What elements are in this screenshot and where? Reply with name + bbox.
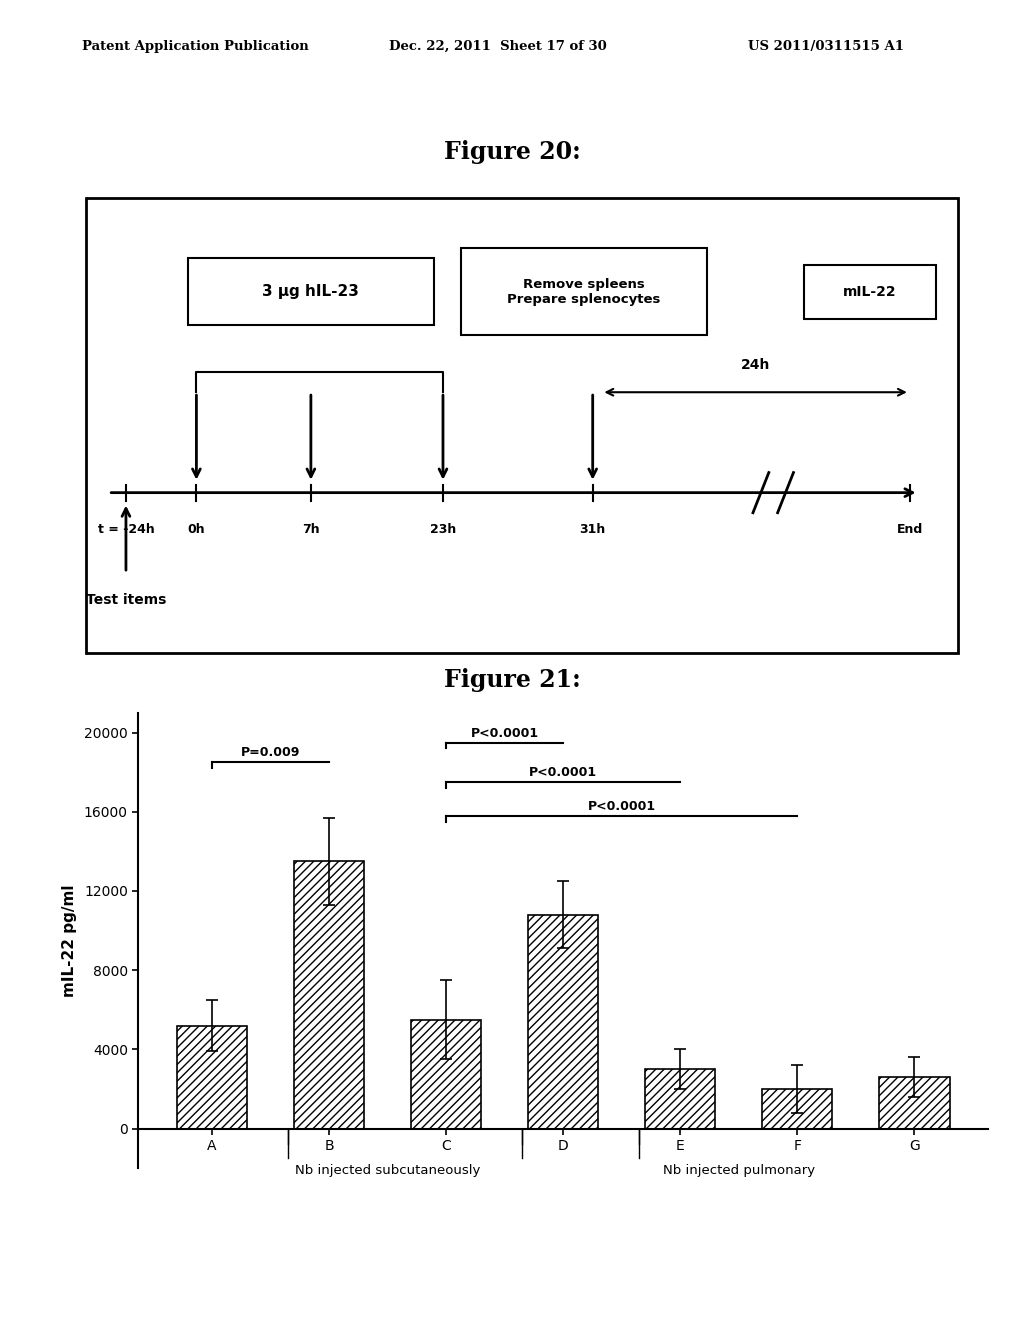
Text: Nb injected pulmonary: Nb injected pulmonary xyxy=(663,1164,815,1177)
Bar xyxy=(187,259,434,325)
Text: Nb injected subcutaneously: Nb injected subcutaneously xyxy=(295,1164,480,1177)
Bar xyxy=(461,248,708,335)
Text: t = -24h: t = -24h xyxy=(97,523,155,536)
Text: mIL-22: mIL-22 xyxy=(844,285,897,298)
Text: US 2011/0311515 A1: US 2011/0311515 A1 xyxy=(748,40,903,53)
Text: Patent Application Publication: Patent Application Publication xyxy=(82,40,308,53)
Text: 0h: 0h xyxy=(187,523,205,536)
Bar xyxy=(645,1069,716,1129)
Text: 7h: 7h xyxy=(302,523,319,536)
Bar xyxy=(762,1089,833,1129)
Text: Figure 20:: Figure 20: xyxy=(443,140,581,164)
Text: 31h: 31h xyxy=(580,523,606,536)
Text: 24h: 24h xyxy=(741,358,770,372)
Text: End: End xyxy=(897,523,923,536)
Bar xyxy=(294,862,365,1129)
Text: 3 μg hIL-23: 3 μg hIL-23 xyxy=(262,284,359,300)
Text: Dec. 22, 2011  Sheet 17 of 30: Dec. 22, 2011 Sheet 17 of 30 xyxy=(389,40,607,53)
Text: P<0.0001: P<0.0001 xyxy=(471,726,539,739)
Text: P<0.0001: P<0.0001 xyxy=(588,800,655,813)
Y-axis label: mIL-22 pg/ml: mIL-22 pg/ml xyxy=(61,884,77,997)
Text: 23h: 23h xyxy=(430,523,456,536)
Text: Test items: Test items xyxy=(86,593,166,607)
Text: Figure 21:: Figure 21: xyxy=(443,668,581,692)
Text: P=0.009: P=0.009 xyxy=(241,746,300,759)
Bar xyxy=(880,1077,949,1129)
Bar xyxy=(411,1019,481,1129)
Text: Remove spleens
Prepare splenocytes: Remove spleens Prepare splenocytes xyxy=(507,277,660,306)
Text: P<0.0001: P<0.0001 xyxy=(529,766,597,779)
Bar xyxy=(528,915,598,1129)
Bar xyxy=(177,1026,247,1129)
Bar xyxy=(804,265,936,318)
